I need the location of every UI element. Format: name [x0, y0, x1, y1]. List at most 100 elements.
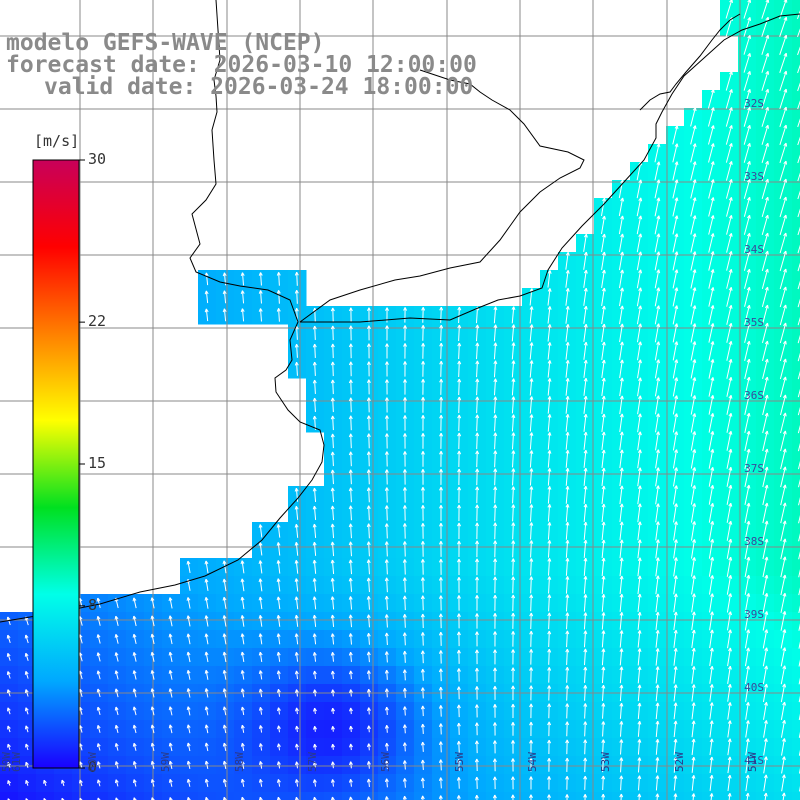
wind-arrow [438, 705, 443, 717]
lon-label: 56W [379, 752, 392, 772]
wind-arrow [673, 593, 678, 613]
wind-cell [792, 270, 800, 289]
wind-arrow [690, 215, 697, 235]
wind-arrow [25, 779, 29, 786]
wind-arrow [475, 595, 479, 611]
wind-arrow [797, 334, 800, 344]
wind-arrow [583, 721, 588, 737]
wind-arrow [114, 652, 119, 662]
lat-label: 40S [744, 681, 764, 694]
wind-arrow [601, 666, 606, 684]
wind-arrow [258, 725, 263, 733]
wind-arrow [511, 594, 516, 612]
wind-arrow [258, 290, 263, 304]
wind-arrow [744, 394, 751, 415]
wind-arrow [366, 596, 371, 610]
wind-arrow [420, 541, 425, 557]
wind-arrow [637, 413, 642, 433]
wind-arrow [402, 706, 407, 716]
wind-arrow [294, 614, 299, 627]
wind-arrow [258, 707, 263, 715]
wind-arrow [744, 340, 751, 361]
wind-arrow [619, 377, 624, 397]
wind-arrow [744, 322, 751, 343]
wind-arrow [457, 342, 462, 360]
wind-arrow [420, 487, 425, 503]
wind-arrow [744, 538, 751, 560]
wind-arrow [475, 613, 479, 629]
wind-arrow [402, 687, 407, 698]
wind-arrow [294, 633, 299, 645]
wind-arrow [511, 740, 515, 754]
wind-arrow [96, 652, 101, 662]
wind-arrow [744, 286, 751, 307]
wind-arrow [511, 468, 516, 486]
wind-arrow [601, 575, 606, 594]
wind-arrow [457, 522, 462, 539]
wind-arrow [762, 484, 769, 506]
wind-arrow [132, 706, 137, 716]
wind-arrow [493, 342, 498, 360]
wind-arrow [114, 742, 119, 751]
wind-arrow [222, 615, 227, 627]
wind-cell [792, 558, 800, 577]
wind-arrow [438, 595, 443, 611]
wind-arrow [511, 396, 516, 414]
wind-arrow [743, 0, 752, 19]
wind-arrow [672, 413, 679, 433]
wind-arrow [457, 486, 462, 503]
wind-arrow [240, 760, 245, 769]
wind-arrow [690, 395, 697, 415]
wind-arrow [601, 612, 606, 630]
wind-arrow [132, 742, 137, 751]
wind-arrow [798, 478, 800, 488]
wind-arrow [421, 343, 426, 359]
wind-arrow [240, 633, 245, 645]
wind-arrow [761, 106, 770, 127]
wind-arrow [511, 432, 516, 450]
wind-arrow [384, 706, 389, 715]
wind-arrow [366, 688, 371, 697]
wind-arrow [222, 560, 227, 574]
wind-cell [792, 54, 800, 73]
wind-arrow [672, 197, 679, 217]
lon-label: 50W [0, 752, 13, 772]
wind-arrow [745, 792, 750, 800]
wind-arrow [637, 720, 642, 737]
wind-arrow [294, 487, 299, 502]
wind-arrow [797, 352, 800, 362]
wind-arrow [654, 305, 661, 325]
wind-arrow [655, 702, 660, 720]
wind-arrow [132, 633, 137, 644]
wind-arrow [294, 761, 299, 769]
wind-cell [792, 18, 800, 37]
wind-arrow [312, 523, 317, 538]
wind-arrow [583, 251, 588, 270]
wind-cell [792, 162, 800, 181]
wind-arrow [744, 502, 751, 523]
wind-arrow [366, 707, 371, 715]
wind-arrow [24, 634, 29, 644]
wind-arrow [96, 688, 101, 698]
wind-arrow [565, 467, 570, 486]
wind-arrow [691, 793, 696, 800]
wind-arrow [330, 541, 335, 557]
wind-arrow [330, 670, 335, 680]
wind-arrow [779, 196, 788, 218]
wind-arrow [7, 743, 11, 751]
wind-arrow [258, 670, 263, 680]
wind-arrow [403, 415, 407, 431]
wind-arrow [654, 179, 661, 199]
wind-arrow [708, 521, 715, 541]
wind-arrow [24, 670, 29, 679]
wind-arrow [493, 378, 498, 396]
wind-arrow [456, 722, 461, 735]
wind-arrow [276, 779, 281, 787]
wind-arrow [654, 233, 661, 253]
wind-arrow [708, 503, 715, 523]
wind-arrow [492, 722, 497, 736]
wind-arrow [367, 307, 371, 323]
wind-arrow [727, 720, 732, 738]
wind-arrow [672, 125, 679, 145]
